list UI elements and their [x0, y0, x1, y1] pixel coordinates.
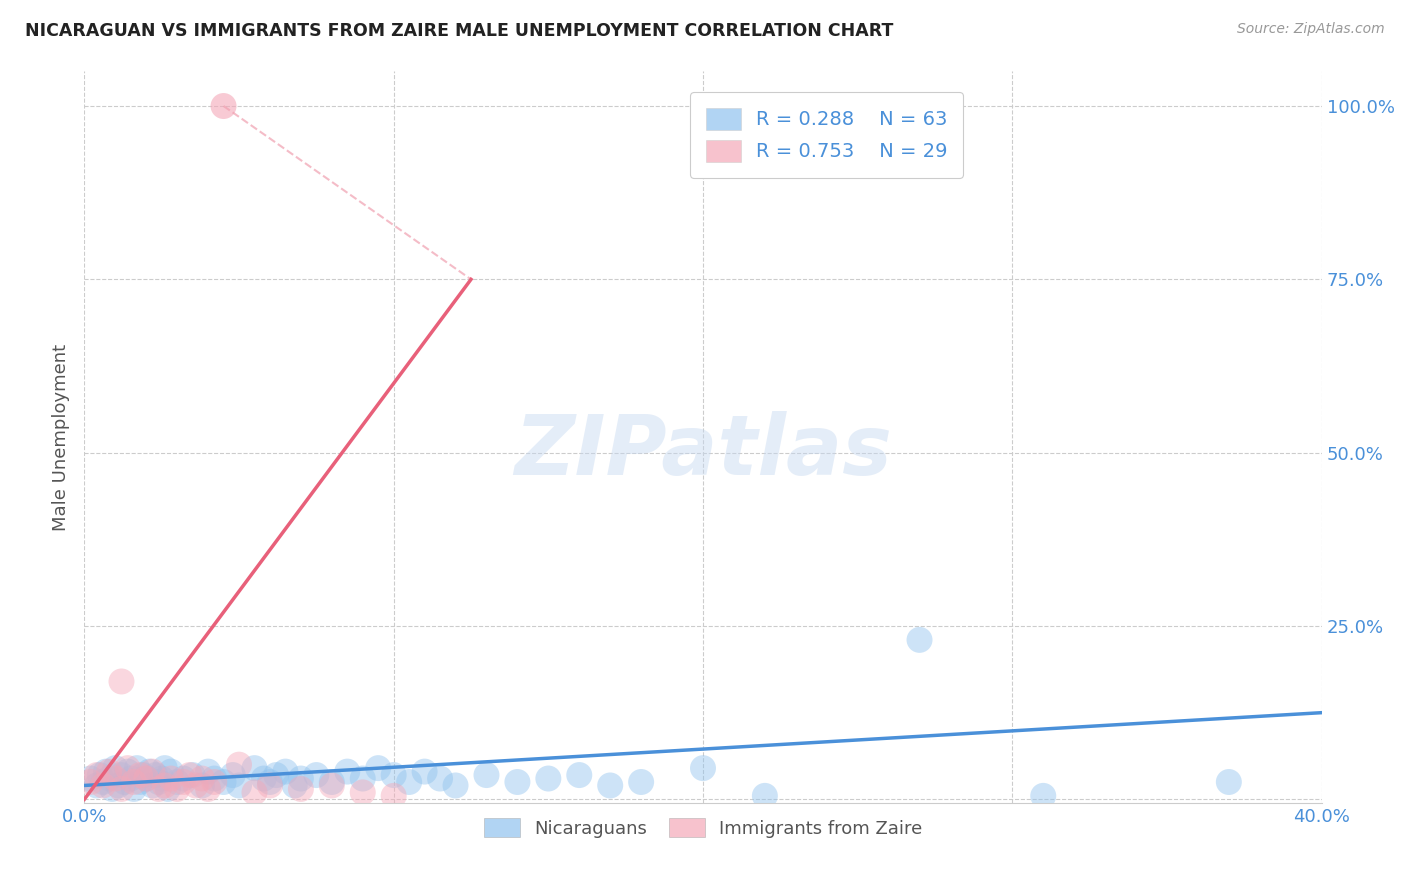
Point — [89, 768, 111, 782]
Point — [274, 764, 297, 779]
Point — [444, 779, 467, 793]
Point — [191, 772, 214, 786]
Point — [101, 781, 124, 796]
Text: NICARAGUAN VS IMMIGRANTS FROM ZAIRE MALE UNEMPLOYMENT CORRELATION CHART: NICARAGUAN VS IMMIGRANTS FROM ZAIRE MALE… — [25, 22, 894, 40]
Point — [110, 768, 132, 782]
Point — [117, 761, 139, 775]
Point — [160, 764, 183, 779]
Point — [107, 779, 129, 793]
Point — [429, 772, 451, 786]
Point — [599, 779, 621, 793]
Point — [79, 775, 101, 789]
Point — [145, 768, 167, 782]
Point — [1218, 775, 1240, 789]
Point — [202, 775, 225, 789]
Point — [79, 772, 101, 786]
Point — [197, 764, 219, 779]
Point — [243, 761, 266, 775]
Text: ZIPatlas: ZIPatlas — [515, 411, 891, 492]
Point — [305, 768, 328, 782]
Point — [228, 757, 250, 772]
Point — [141, 764, 163, 779]
Point — [86, 779, 108, 793]
Point — [908, 632, 931, 647]
Point — [86, 768, 108, 782]
Point — [153, 761, 176, 775]
Point — [132, 768, 155, 782]
Point — [129, 768, 152, 782]
Y-axis label: Male Unemployment: Male Unemployment — [52, 343, 70, 531]
Point — [290, 772, 312, 786]
Point — [181, 768, 204, 782]
Point — [179, 768, 201, 782]
Point — [537, 772, 560, 786]
Point — [91, 779, 114, 793]
Point — [148, 781, 170, 796]
Point — [228, 779, 250, 793]
Point — [367, 761, 389, 775]
Point — [352, 785, 374, 799]
Point — [222, 768, 245, 782]
Point — [138, 764, 160, 779]
Point — [413, 764, 436, 779]
Point — [382, 768, 405, 782]
Point — [754, 789, 776, 803]
Point — [104, 761, 127, 775]
Point — [506, 775, 529, 789]
Point — [568, 768, 591, 782]
Point — [150, 772, 173, 786]
Point — [212, 99, 235, 113]
Point — [264, 768, 287, 782]
Point — [259, 779, 281, 793]
Point — [156, 781, 179, 796]
Legend: Nicaraguans, Immigrants from Zaire: Nicaraguans, Immigrants from Zaire — [477, 811, 929, 845]
Point — [91, 775, 114, 789]
Point — [153, 779, 176, 793]
Point — [259, 775, 281, 789]
Point — [114, 775, 136, 789]
Point — [191, 779, 214, 793]
Point — [398, 775, 420, 789]
Point — [104, 772, 127, 786]
Point — [122, 775, 145, 789]
Point — [148, 775, 170, 789]
Point — [321, 779, 343, 793]
Point — [94, 764, 117, 779]
Point — [117, 764, 139, 779]
Point — [382, 789, 405, 803]
Point — [110, 674, 132, 689]
Point — [122, 781, 145, 796]
Point — [290, 781, 312, 796]
Point — [253, 772, 276, 786]
Point — [184, 779, 207, 793]
Point — [141, 779, 163, 793]
Point — [166, 775, 188, 789]
Point — [692, 761, 714, 775]
Point — [475, 768, 498, 782]
Point — [197, 781, 219, 796]
Point — [172, 775, 194, 789]
Point — [160, 772, 183, 786]
Point — [284, 779, 307, 793]
Point — [243, 785, 266, 799]
Point — [1032, 789, 1054, 803]
Point — [120, 772, 142, 786]
Point — [321, 775, 343, 789]
Point — [212, 775, 235, 789]
Point — [110, 781, 132, 796]
Text: Source: ZipAtlas.com: Source: ZipAtlas.com — [1237, 22, 1385, 37]
Point — [336, 764, 359, 779]
Point — [630, 775, 652, 789]
Point — [202, 772, 225, 786]
Point — [135, 772, 157, 786]
Point — [172, 772, 194, 786]
Point — [135, 772, 157, 786]
Point — [98, 772, 121, 786]
Point — [125, 761, 148, 775]
Point — [352, 772, 374, 786]
Point — [166, 781, 188, 796]
Point — [98, 764, 121, 779]
Point — [129, 775, 152, 789]
